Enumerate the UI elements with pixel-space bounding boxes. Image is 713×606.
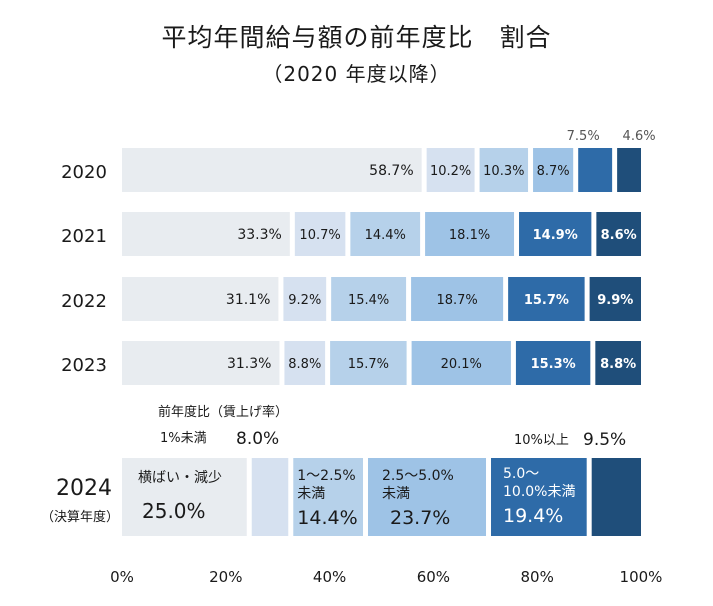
value-label: 4.6%: [623, 129, 656, 144]
legend-header: 前年度比（賃上げ率）: [158, 404, 288, 420]
value-label: 25.0%: [142, 499, 206, 523]
bar-2023-seg4: [411, 341, 511, 385]
value-label: 15.4%: [348, 293, 389, 308]
bar-2024-seg4: [368, 458, 487, 536]
bar-2024-seg5: [491, 458, 587, 536]
value-label: 8.0%: [236, 429, 279, 449]
bar-2021-seg2: [294, 212, 346, 256]
bar-2021-seg6: [596, 212, 641, 256]
value-label: 14.4%: [297, 507, 357, 529]
value-label: 9.5%: [583, 430, 626, 450]
bar-2022-seg3: [331, 277, 407, 321]
chart-subtitle: （2020 年度以降）: [262, 62, 451, 86]
value-label: 14.4%: [365, 228, 406, 243]
x-tick-label: 100%: [620, 568, 663, 586]
bar-2020-seg1: [122, 148, 422, 192]
bar-2020-seg6: [617, 148, 641, 192]
bar-2023-seg3: [330, 341, 407, 385]
bar-2020-seg4: [533, 148, 574, 192]
category-label-2024: 2024: [56, 476, 112, 501]
bar-2023-seg2: [284, 341, 326, 385]
bar-2022-seg4: [411, 277, 504, 321]
value-label: 10.3%: [483, 164, 524, 179]
value-label: 9.9%: [597, 293, 633, 308]
category-label-2020: 2020: [61, 162, 107, 183]
bar-2022-seg1: [122, 277, 279, 321]
category-label-2023: 2023: [61, 355, 107, 376]
bar-2021-seg1: [122, 212, 290, 256]
value-label: 15.3%: [531, 357, 576, 372]
bar-2023-seg5: [515, 341, 591, 385]
bar-2023-seg6: [595, 341, 641, 385]
value-label: 58.7%: [369, 163, 413, 179]
x-tick-label: 60%: [417, 568, 450, 586]
x-tick-label: 80%: [521, 568, 554, 586]
category-sublabel-2024: （決算年度）: [41, 509, 119, 525]
category-label-2021: 2021: [61, 226, 107, 247]
segment-name: 10.0%未満: [503, 484, 575, 500]
annotation-10pct-label: 10%以上: [514, 433, 569, 448]
category-label-2022: 2022: [61, 291, 107, 312]
value-label: 23.7%: [390, 507, 450, 529]
bar-2024-seg2: [251, 458, 289, 536]
value-label: 9.2%: [288, 293, 321, 308]
value-label: 8.6%: [601, 228, 637, 243]
bar-2020-seg5: [578, 148, 613, 192]
chart-title: 平均年間給与額の前年度比 割合: [161, 23, 552, 52]
bar-2022-seg5: [508, 277, 585, 321]
value-label: 14.9%: [533, 228, 578, 243]
value-label: 33.3%: [237, 227, 281, 243]
value-label: 8.7%: [537, 164, 570, 179]
bar-2020-seg3: [479, 148, 529, 192]
annotation-1pct-label: 1%未満: [160, 431, 207, 446]
value-label: 15.7%: [524, 293, 569, 308]
value-label: 18.7%: [436, 293, 477, 308]
bar-2024-seg1: [122, 458, 247, 536]
value-label: 19.4%: [503, 505, 563, 527]
bar-2021-seg4: [425, 212, 515, 256]
value-label: 7.5%: [567, 129, 600, 144]
segment-name: 1～2.5%: [297, 468, 355, 484]
bar-2022-seg6: [589, 277, 641, 321]
x-tick-label: 40%: [313, 568, 346, 586]
bar-2024-seg3: [293, 458, 364, 536]
value-label: 10.7%: [299, 228, 340, 243]
bar-2024-seg6: [591, 458, 641, 536]
value-label: 31.1%: [226, 292, 270, 308]
segment-name: 横ばい・減少: [138, 469, 222, 486]
bar-2022-seg2: [283, 277, 327, 321]
value-label: 18.1%: [449, 228, 490, 243]
bar-2021-seg3: [350, 212, 421, 256]
value-label: 20.1%: [441, 357, 482, 372]
bar-2021-seg5: [519, 212, 592, 256]
segment-name: 5.0～: [503, 466, 539, 482]
x-tick-label: 0%: [110, 568, 134, 586]
value-label: 31.3%: [227, 356, 271, 372]
bar-2020-seg2: [426, 148, 475, 192]
value-label: 10.2%: [430, 164, 471, 179]
value-label: 15.7%: [348, 357, 389, 372]
x-tick-label: 20%: [209, 568, 242, 586]
value-label: 8.8%: [600, 357, 636, 372]
segment-name: 未満: [297, 486, 325, 502]
segment-name: 未満: [382, 486, 410, 502]
segment-name: 2.5～5.0%: [382, 468, 454, 484]
bar-2023-seg1: [122, 341, 280, 385]
value-label: 8.8%: [288, 357, 321, 372]
